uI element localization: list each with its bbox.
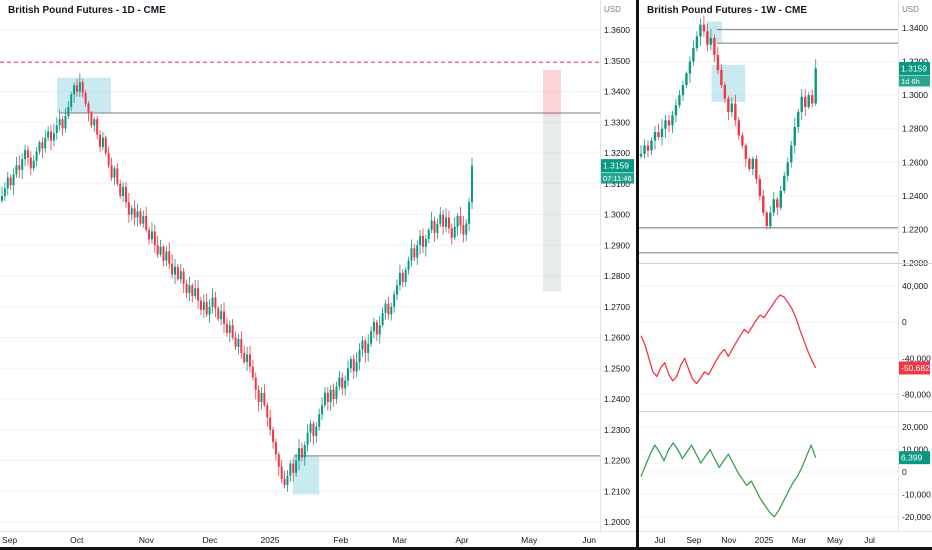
svg-text:Nov: Nov — [139, 535, 155, 545]
svg-text:1.2600: 1.2600 — [604, 333, 630, 343]
chart-title-weekly: British Pound Futures - 1W - CME — [647, 5, 807, 16]
weekly-chart-panel: USD 1.3400 1.3200 1.3000 1.2800 1.2600 1.2400 1… — [639, 0, 932, 547]
time-axis[interactable]: Sep Oct Nov Dec 2025 Feb Mar Apr May Jun — [0, 531, 636, 546]
svg-text:1.2900: 1.2900 — [604, 240, 630, 250]
weekly-chart-canvas[interactable]: USD 1.3400 1.3200 1.3000 1.2800 1.2600 1.2400 1… — [639, 0, 932, 547]
svg-text:Sep: Sep — [2, 535, 17, 545]
price-axis[interactable]: USD 1.3400 1.3200 1.3000 1.2800 1.2600 1.2400 1… — [902, 5, 928, 268]
price-zone-green[interactable] — [543, 116, 561, 292]
svg-text:6,399: 6,399 — [901, 453, 923, 463]
svg-text:0: 0 — [902, 317, 907, 327]
svg-text:1.2100: 1.2100 — [604, 486, 630, 496]
svg-text:1.2400: 1.2400 — [902, 191, 928, 201]
daily-price-pane[interactable] — [0, 29, 600, 523]
svg-text:Jul: Jul — [864, 535, 875, 545]
svg-text:20,000: 20,000 — [902, 422, 928, 432]
svg-text:0: 0 — [902, 467, 907, 477]
svg-text:1.3500: 1.3500 — [604, 56, 630, 66]
svg-text:USD: USD — [902, 5, 919, 14]
svg-text:1.3400: 1.3400 — [902, 23, 928, 33]
price-zone-teal[interactable] — [711, 64, 746, 102]
panel-divider[interactable] — [636, 0, 639, 547]
price-zone-teal[interactable] — [706, 21, 722, 44]
daily-chart-canvas[interactable]: USD1.36001.35001.34001.33001.32001.31001… — [0, 0, 636, 547]
svg-text:1.2400: 1.2400 — [604, 394, 630, 404]
chart-title-daily: British Pound Futures - 1D - CME — [8, 5, 166, 16]
svg-text:1.2200: 1.2200 — [902, 224, 928, 234]
svg-text:1.2600: 1.2600 — [902, 157, 928, 167]
svg-text:1.3200: 1.3200 — [604, 148, 630, 158]
net-positions-red-line — [640, 294, 817, 385]
price-axis[interactable]: USD 1.3600 1.3500 1.3400 1.3300 1.3200 1.3100 1… — [604, 5, 630, 527]
weekly-price-pane[interactable] — [639, 15, 898, 264]
net-positions-green-line — [640, 442, 817, 518]
svg-text:-50,682: -50,682 — [901, 363, 930, 373]
svg-text:Nov: Nov — [721, 535, 737, 545]
svg-text:-40,000: -40,000 — [902, 353, 931, 363]
svg-text:Feb: Feb — [333, 535, 348, 545]
price-axis[interactable]: 20,000 10,000 0 -10,000 -20,000 — [902, 422, 931, 522]
candlestick-series — [639, 15, 817, 230]
indicator2-value-badge: 6,399 — [899, 451, 930, 465]
daily-chart-panel: USD 1.3600 1.3500 1.3400 1.3300 1.3200 1.3100 1… — [0, 0, 636, 547]
svg-text:1.3159: 1.3159 — [901, 63, 927, 73]
svg-text:May: May — [827, 535, 844, 545]
price-zone-teal[interactable] — [57, 77, 111, 114]
svg-text:1.2800: 1.2800 — [902, 124, 928, 134]
weekly-last-price-badge: 1.3159 1d 6h — [899, 61, 930, 87]
indicator1-value-badge: -50,682 — [899, 361, 930, 375]
svg-text:Mar: Mar — [392, 535, 407, 545]
candlestick-series — [1, 73, 473, 492]
svg-text:10,000: 10,000 — [902, 445, 928, 455]
price-axis[interactable]: 40,000 0 -40,000 -80,000 — [902, 281, 931, 399]
svg-text:2025: 2025 — [755, 535, 774, 545]
svg-text:1.3300: 1.3300 — [604, 117, 630, 127]
svg-text:Apr: Apr — [455, 535, 468, 545]
price-zone-teal[interactable] — [292, 455, 320, 495]
daily-last-price-badge: 1.3159 07:11:46 — [601, 159, 634, 184]
indicator-pane-red[interactable] — [639, 285, 898, 395]
svg-text:1d 6h: 1d 6h — [901, 77, 920, 86]
svg-text:1.2500: 1.2500 — [604, 363, 630, 373]
svg-text:07:11:46: 07:11:46 — [603, 174, 632, 183]
svg-text:1.3000: 1.3000 — [604, 210, 630, 220]
svg-text:Dec: Dec — [202, 535, 218, 545]
svg-text:1.3200: 1.3200 — [902, 57, 928, 67]
svg-text:1.3100: 1.3100 — [604, 179, 630, 189]
svg-text:1.3000: 1.3000 — [902, 90, 928, 100]
price-zone-red[interactable] — [543, 69, 561, 117]
svg-text:1.2200: 1.2200 — [604, 456, 630, 466]
svg-text:40,000: 40,000 — [902, 281, 928, 291]
svg-text:-10,000: -10,000 — [902, 489, 931, 499]
svg-text:Mar: Mar — [792, 535, 807, 545]
svg-text:Jul: Jul — [655, 535, 666, 545]
svg-text:USD: USD — [604, 5, 621, 14]
svg-text:1.3159: 1.3159 — [603, 161, 629, 171]
indicator-pane-green[interactable] — [639, 426, 898, 518]
svg-text:May: May — [521, 535, 538, 545]
svg-text:1.2800: 1.2800 — [604, 271, 630, 281]
svg-text:1.3600: 1.3600 — [604, 25, 630, 35]
svg-text:1.2300: 1.2300 — [604, 425, 630, 435]
svg-text:Oct: Oct — [70, 535, 84, 545]
svg-text:1.2000: 1.2000 — [604, 517, 630, 527]
svg-text:Jun: Jun — [582, 535, 596, 545]
svg-text:-20,000: -20,000 — [902, 512, 931, 522]
svg-text:2025: 2025 — [261, 535, 280, 545]
svg-text:1.3400: 1.3400 — [604, 87, 630, 97]
svg-text:-80,000: -80,000 — [902, 389, 931, 399]
svg-text:Sep: Sep — [686, 535, 701, 545]
svg-text:1.2700: 1.2700 — [604, 302, 630, 312]
time-axis[interactable]: Jul Sep Nov 2025 Mar May Jul — [639, 531, 932, 546]
